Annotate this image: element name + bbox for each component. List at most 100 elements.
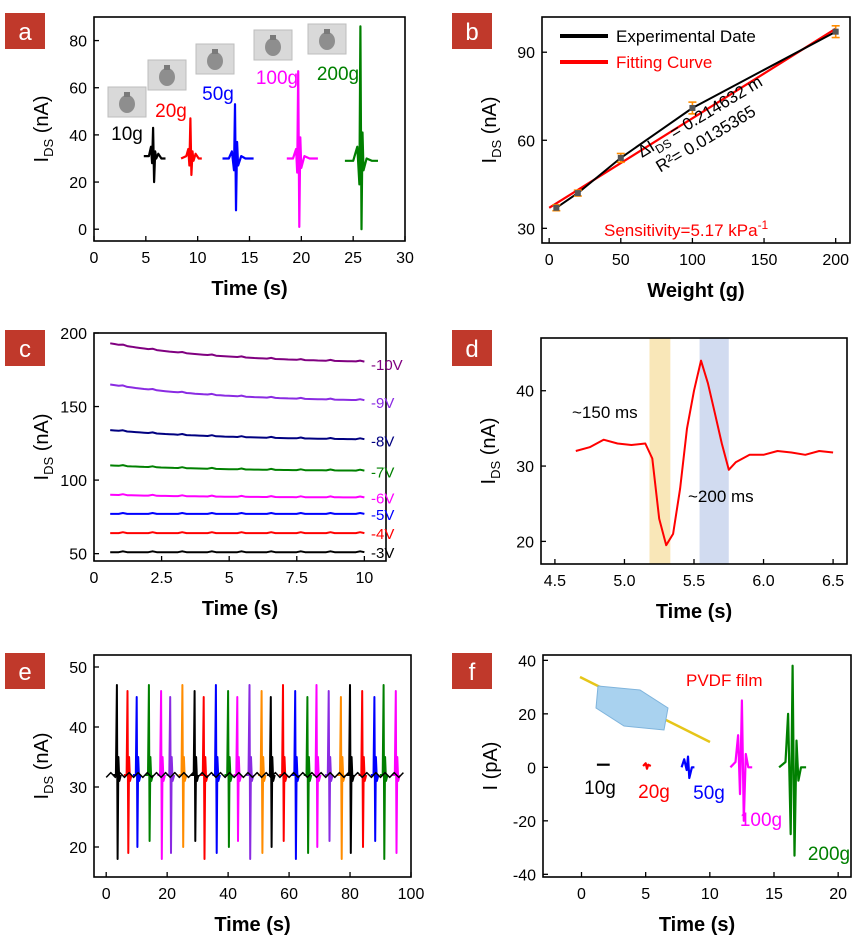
weight-handle [124,92,130,97]
spike [200,696,209,860]
spike [178,684,188,848]
y-axis-label: IDS (nA) [31,96,56,163]
x-tick-label: 25 [344,250,362,267]
spike [133,696,142,848]
series--5V [110,512,365,515]
x-axis-label: Weight (g) [647,280,744,302]
film [595,685,669,731]
data-point [574,190,581,197]
series--10V [110,342,365,363]
x-tick-label: 100 [679,252,706,269]
weight-body [159,68,175,86]
y-tick-label: 30 [516,459,534,476]
spike [291,690,301,860]
spike [233,696,243,842]
weight-photo-icon [107,86,147,118]
weight-photo-icon [307,23,347,55]
spike [166,696,176,854]
series-10g [143,126,166,184]
spike [379,684,389,860]
y-tick-label: 20 [516,534,534,551]
series--3V [110,550,365,554]
y-tick-label: 20 [69,175,87,192]
x-tick-label: 0 [545,252,554,269]
weight-label: 10g [111,124,143,145]
panel-label-b: b [452,13,492,49]
panel-label-text: a [18,19,32,46]
y-tick-label: 40 [518,653,536,670]
y-axis-label: IDS (nA) [31,414,56,481]
series-200g [344,25,378,231]
x-tick-label: 60 [280,886,298,903]
x-tick-label: 20 [829,886,847,903]
panel-f: 0 5 10 15 20 -40 -20 0 20 40 Time (s) I (pA) PVDF fi… [480,653,852,936]
y-tick-label: 150 [60,400,87,417]
panel-label-box [452,13,492,49]
x-tick-label: 15 [765,886,783,903]
plot-frame [93,654,412,878]
y-tick-label: 30 [517,221,535,238]
series-20g [642,762,652,770]
panel-label-a: a [5,13,45,49]
y-tick-label: 40 [69,128,87,145]
weight-label: 20g [155,101,187,122]
x-tick-label: 0 [90,250,99,267]
panel-label-text: e [18,659,31,686]
x-tick-label: 80 [341,886,359,903]
data-point [832,28,839,35]
spike [346,684,355,854]
x-axis-label: Time (s) [659,914,735,936]
data-point [617,154,624,161]
weight-label: 200g [808,844,850,865]
weight-body [319,32,335,50]
x-axis-label: Time (s) [214,914,290,936]
y-tick-label: 40 [516,384,534,401]
panel-e: 0 20 40 60 80 100 20 30 40 50 Time (s) IDS (nA) [31,654,425,936]
y-tick-label: -40 [513,867,536,884]
series--8V [110,429,365,441]
x-tick-label: 100 [398,886,425,903]
x-tick-label: 5 [141,250,150,267]
y-tick-label: 200 [60,326,87,343]
inset-label: PVDF film [686,671,763,690]
spike [113,684,122,860]
x-tick-label: 50 [612,252,630,269]
spike [337,696,346,860]
weight-label: 100g [256,68,298,89]
x-tick-label: 200 [822,252,849,269]
spike [312,684,322,848]
x-tick-label: 20 [292,250,310,267]
time-band [649,338,671,564]
y-axis-label: IDS (nA) [478,418,503,485]
weight-handle [324,29,330,34]
weight-body [265,38,281,56]
plot-frame [93,332,387,562]
baseline [105,771,404,779]
spike [267,696,276,848]
series-50g [222,103,254,212]
y-tick-label: 50 [69,660,87,677]
pvdf-film-icon [579,675,711,744]
panel-label-box [5,653,45,689]
x-tick-label: 10 [701,886,719,903]
band-label: ~150 ms [572,403,638,422]
weight-photo-icon [253,29,293,61]
spike [145,684,154,842]
series-100g [286,70,318,228]
spike [258,690,267,854]
sensitivity-label: Sensitivity=5.17 kPa-1 [604,218,769,240]
plot-frame [542,654,852,878]
spike [157,690,166,860]
panel-c: 0 2.5 5 7.5 10 50 100 150 200 Time (s) IDS (nA) -10… [31,326,403,620]
spike [123,690,133,854]
panel-label-f: f [452,653,492,689]
spike [303,696,313,854]
weight-label: 50g [202,84,234,105]
y-tick-label: 90 [517,45,535,62]
data-point [689,104,696,111]
x-tick-label: 6.5 [822,573,844,590]
x-axis-label: Time (s) [202,598,278,620]
weight-photo-icon [195,43,235,75]
x-tick-label: 10 [355,570,373,587]
